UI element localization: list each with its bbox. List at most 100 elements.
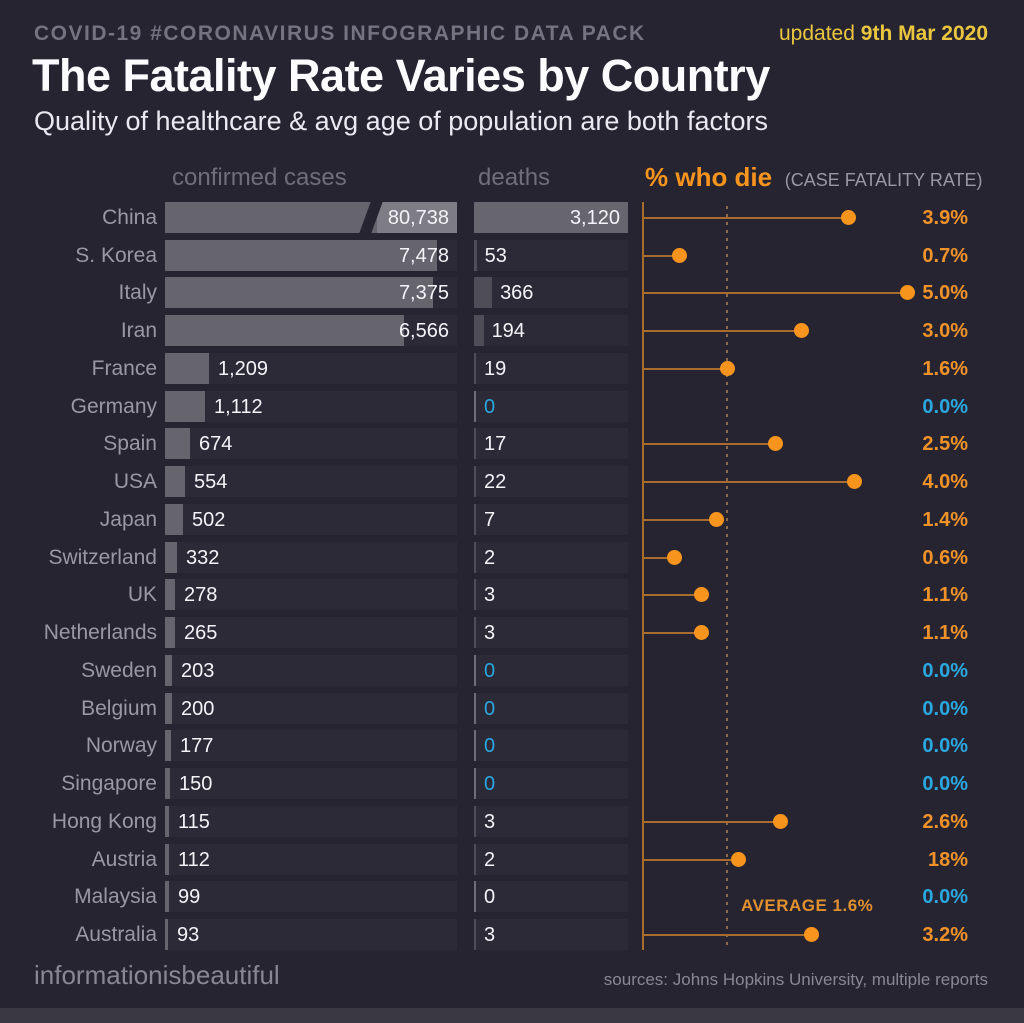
country-label: Switzerland [48, 546, 157, 569]
deaths-value: 2 [484, 849, 496, 871]
cases-bar [165, 277, 433, 308]
lollipop-stem [643, 368, 728, 370]
deaths-bar [474, 504, 476, 535]
cases-value: 200 [181, 698, 215, 720]
table-row: Malaysia 99 0 0.0% [0, 881, 1024, 912]
deaths-track: 0 [474, 693, 628, 724]
cases-bar [165, 730, 171, 761]
cases-track: 112 [165, 844, 457, 875]
deaths-value: 19 [484, 358, 507, 380]
lollipop-stem [643, 443, 775, 445]
lollipop-dot [899, 285, 915, 300]
deaths-bar [474, 240, 477, 271]
table-row: USA 554 22 4.0% [0, 466, 1024, 497]
lollipop-stem [643, 557, 675, 559]
country-label: France [91, 357, 157, 380]
average-dotted-line [726, 206, 728, 948]
table-row: Germany 1,112 0 0.0% [0, 391, 1024, 422]
deaths-value: 53 [484, 245, 507, 267]
table-row: Norway 177 0 0.0% [0, 730, 1024, 761]
country-label: Italy [118, 281, 157, 304]
deaths-bar [474, 542, 476, 573]
country-label: USA [113, 470, 157, 493]
deaths-track: 0 [474, 730, 628, 761]
bottom-edge-strip [0, 1008, 1024, 1023]
cases-value: 6,566 [398, 320, 449, 342]
cases-track: 332 [165, 542, 457, 573]
lollipop-stem [643, 821, 781, 823]
deaths-value: 7 [484, 509, 496, 531]
cases-value: 80,738 [387, 207, 449, 229]
lollipop-stem [643, 292, 907, 294]
deaths-bar [474, 277, 493, 308]
country-label: Spain [103, 432, 157, 455]
lollipop-dot [804, 927, 820, 942]
cases-value: 93 [177, 924, 200, 946]
cases-bar [165, 768, 170, 799]
cases-bar [165, 881, 169, 912]
deaths-value: 22 [484, 471, 507, 493]
country-label: Sweden [81, 659, 157, 682]
page-subtitle: Quality of healthcare & avg age of popul… [34, 106, 768, 136]
cases-track: 1,112 [165, 391, 457, 422]
cases-value: 203 [181, 660, 215, 682]
cases-bar [165, 466, 185, 497]
table-row: Spain 674 17 2.5% [0, 428, 1024, 459]
rate-value: 1.1% [922, 622, 968, 644]
lollipop-stem [643, 481, 855, 483]
deaths-track: 194 [474, 315, 628, 346]
cases-track: 99 [165, 881, 457, 912]
country-label: Norway [85, 734, 157, 757]
deaths-track: 17 [474, 428, 628, 459]
cases-track: 265 [165, 617, 457, 648]
deaths-track: 3 [474, 919, 628, 950]
deaths-value: 3 [484, 811, 496, 833]
lollipop-stem [643, 934, 812, 936]
cases-value: 554 [194, 471, 228, 493]
table-row: Iran 6,566 194 3.0% [0, 315, 1024, 346]
country-label: UK [127, 583, 157, 606]
updated-date-value: 9th Mar 2020 [860, 22, 988, 45]
country-label: Belgium [81, 697, 157, 720]
deaths-bar [474, 919, 476, 950]
rate-value: 0.6% [922, 547, 968, 569]
deaths-bar [474, 428, 476, 459]
table-row: Sweden 203 0 0.0% [0, 655, 1024, 686]
rate-value: 0.0% [922, 698, 968, 720]
eyebrow-kicker: COVID-19 #CORONAVIRUS INFOGRAPHIC DATA P… [34, 22, 646, 45]
deaths-track: 53 [474, 240, 628, 271]
cases-value: 7,375 [398, 282, 449, 304]
table-row: Switzerland 332 2 0.6% [0, 542, 1024, 573]
table-row: Japan 502 7 1.4% [0, 504, 1024, 535]
country-label: China [102, 206, 157, 229]
cases-value: 7,478 [398, 245, 449, 267]
table-row: Austria 112 2 18% [0, 844, 1024, 875]
cases-track: 502 [165, 504, 457, 535]
rate-value: 1.6% [922, 358, 968, 380]
deaths-value: 3 [484, 622, 496, 644]
lollipop-dot [841, 210, 857, 225]
table-row: France 1,209 19 1.6% [0, 353, 1024, 384]
cases-value: 278 [184, 584, 218, 606]
deaths-value: 0 [484, 773, 496, 795]
updated-date: updated 9th Mar 2020 [779, 22, 988, 46]
country-label: Netherlands [43, 621, 157, 644]
rate-value: 3.9% [922, 207, 968, 229]
cases-value: 1,112 [214, 396, 263, 418]
cases-value: 332 [186, 547, 220, 569]
deaths-track: 22 [474, 466, 628, 497]
deaths-bar [474, 844, 476, 875]
deaths-bar [474, 315, 484, 346]
lollipop-dot [709, 512, 725, 527]
deaths-value: 0 [484, 698, 496, 720]
average-label: AVERAGE 1.6% [741, 896, 874, 915]
deaths-value: 0 [484, 396, 496, 418]
country-label: Hong Kong [51, 810, 157, 833]
deaths-bar [474, 202, 628, 233]
cases-bar [165, 391, 205, 422]
table-row: Netherlands 265 3 1.1% [0, 617, 1024, 648]
cases-bar [165, 655, 172, 686]
cases-track: 177 [165, 730, 457, 761]
table-row: Belgium 200 0 0.0% [0, 693, 1024, 724]
